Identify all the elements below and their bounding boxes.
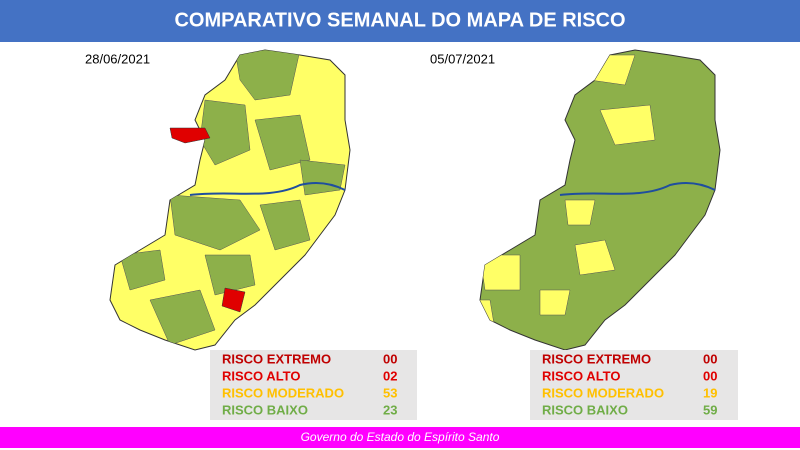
legend-count: 02: [383, 368, 397, 383]
legend-count: 59: [703, 402, 717, 417]
legend-label: RISCO BAIXO: [542, 402, 628, 417]
legend-label: RISCO EXTREMO: [222, 351, 331, 366]
legend-label: RISCO ALTO: [542, 368, 620, 383]
legend-count: 00: [703, 368, 717, 383]
legend-box: [530, 350, 738, 420]
map-right: [479, 49, 721, 351]
title-bar: [0, 0, 800, 42]
legend-box: [210, 350, 417, 420]
legend-right: RISCO EXTREMO 00 RISCO ALTO 00 RISCO MOD…: [530, 350, 738, 420]
legend-count: 23: [383, 402, 397, 417]
legend-count: 19: [703, 385, 717, 400]
map-date: 05/07/2021: [430, 51, 495, 66]
legend-label: RISCO BAIXO: [222, 402, 308, 417]
map-date: 28/06/2021: [85, 51, 150, 66]
footer-bar: [0, 427, 800, 448]
legend-label: RISCO ALTO: [222, 368, 300, 383]
legend-label: RISCO EXTREMO: [542, 351, 651, 366]
legend-count: 53: [383, 385, 397, 400]
title: COMPARATIVO SEMANAL DO MAPA DE RISCO: [174, 9, 625, 31]
map-left: [109, 49, 351, 351]
legend-count: 00: [383, 351, 397, 366]
footer: Governo do Estado do Espírito Santo: [301, 430, 500, 444]
legend-left: RISCO EXTREMO 00 RISCO ALTO 02 RISCO MOD…: [210, 350, 417, 420]
legend-count: 00: [703, 351, 717, 366]
legend-label: RISCO MODERADO: [542, 385, 664, 400]
legend-label: RISCO MODERADO: [222, 385, 344, 400]
